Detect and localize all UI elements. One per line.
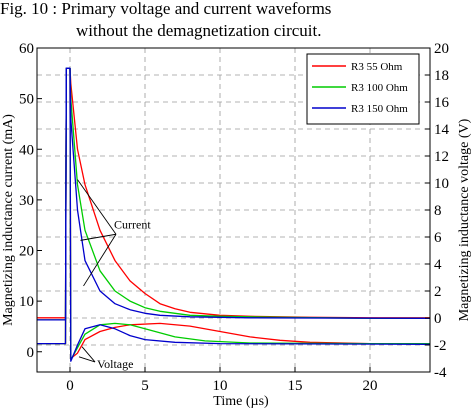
- y-right-tick-label: 4: [434, 257, 442, 273]
- legend: R3 55 Ohm R3 100 Ohm R3 150 Ohm: [306, 53, 420, 125]
- legend-items: R3 55 Ohm R3 100 Ohm R3 150 Ohm: [312, 61, 408, 115]
- annotation-current-arrow: [77, 179, 117, 235]
- y-left-tick-label: 50: [19, 92, 34, 108]
- y-right-tick-label: 14: [434, 122, 450, 138]
- y-right-tick-label: -2: [434, 338, 447, 354]
- y-right-tick-label: -4: [434, 365, 447, 381]
- annotation-current-arrow: [83, 234, 117, 287]
- x-tick-label: 0: [66, 378, 74, 394]
- y-right-tick-label: 12: [434, 149, 449, 165]
- y-left-tick-label: 30: [19, 193, 34, 209]
- x-axis-label: Time (µs): [213, 394, 269, 409]
- legend-label: R3 150 Ohm: [351, 103, 408, 115]
- annotation-voltage-arrow: [78, 356, 96, 363]
- y-left-tick-label: 60: [19, 41, 34, 57]
- y-right-tick-label: 0: [434, 311, 442, 327]
- annotation-current: Current: [114, 217, 151, 231]
- x-tick-label: 15: [288, 378, 303, 394]
- y-right-tick-label: 16: [434, 95, 450, 111]
- y-left-tick-label: 40: [19, 142, 34, 158]
- x-tick-label: 10: [213, 378, 228, 394]
- caption-line-1: Fig. 10 : Primary voltage and current wa…: [0, 0, 331, 18]
- x-tick-label: 20: [363, 378, 378, 394]
- y-axis-left-label: Magnetizing inductance current (mA): [1, 114, 16, 326]
- caption-line-2: without the demagnetization circuit.: [76, 21, 321, 40]
- y-right-tick-label: 10: [434, 176, 449, 192]
- y-right-tick-label: 6: [434, 230, 442, 246]
- legend-label: R3 100 Ohm: [351, 82, 408, 94]
- y-right-tick-label: 20: [434, 41, 449, 57]
- annotation-current-arrow: [80, 233, 117, 241]
- y-left-tick-label: 20: [19, 244, 34, 260]
- annotation-layer: Current Voltage: [77, 179, 151, 371]
- y-right-tick-label: 18: [434, 68, 449, 84]
- x-tick-label: 5: [141, 378, 149, 394]
- series-layer: [37, 67, 431, 362]
- y-left-tick-label: 0: [27, 345, 35, 361]
- legend-label: R3 55 Ohm: [351, 61, 403, 73]
- annotation-voltage: Voltage: [97, 357, 133, 371]
- y-axis-right-label: Magnetizing inductance voltage (V): [457, 118, 472, 321]
- tick-layer: 0 5 10 15 20 0 10 20 30 40 50 60 -4 -2 0 2 4 6 8 10 12 14 16 18…: [19, 41, 450, 394]
- y-left-tick-label: 10: [19, 294, 34, 310]
- y-right-tick-label: 2: [434, 284, 442, 300]
- series-line-voltage-r3-150-ohm: [37, 67, 431, 362]
- annotation-voltage-arrow: [81, 346, 96, 363]
- y-right-tick-label: 8: [434, 203, 442, 219]
